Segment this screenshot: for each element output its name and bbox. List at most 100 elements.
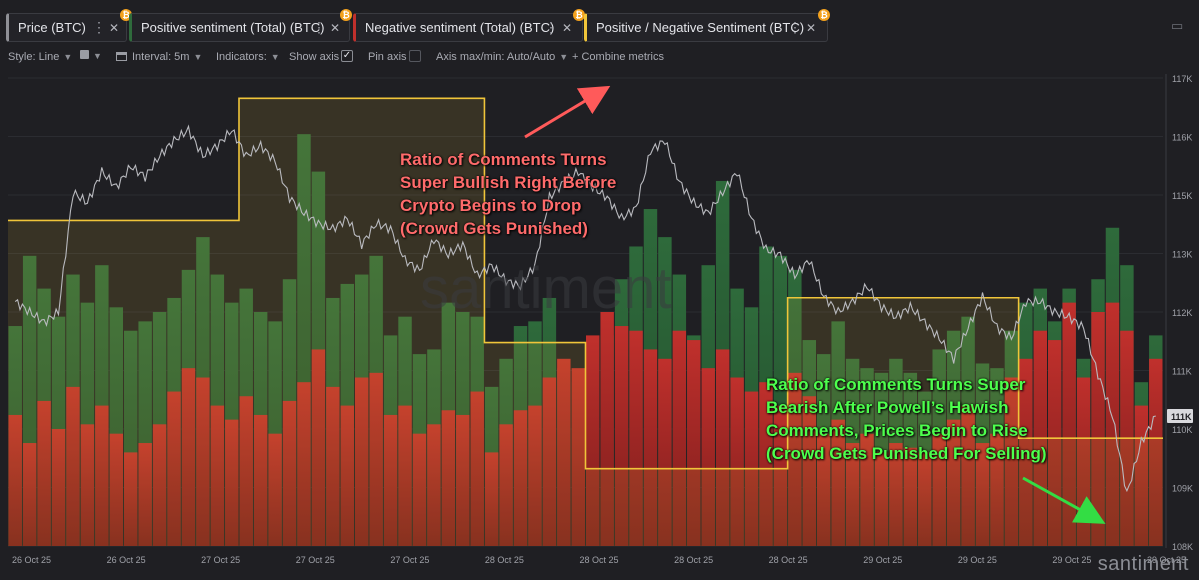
y-tick-label: 113K bbox=[1172, 250, 1192, 260]
y-tick-label: 115K bbox=[1172, 191, 1192, 201]
negative-bar bbox=[817, 433, 831, 546]
y-tick-label: 117K bbox=[1172, 74, 1192, 84]
interval-label: Interval: 5m bbox=[132, 51, 190, 63]
annotation-line: Ratio of Comments Turns bbox=[400, 150, 607, 169]
tab-price-label: Price (BTC) bbox=[18, 20, 86, 35]
combine-metrics-button[interactable]: + Combine metrics bbox=[572, 51, 665, 63]
more-dots-icon[interactable]: ⋮ bbox=[544, 19, 558, 35]
negative-bar bbox=[961, 405, 975, 546]
negative-bar bbox=[253, 414, 268, 546]
negative-bar bbox=[340, 405, 354, 546]
negative-bar bbox=[109, 433, 123, 546]
negative-bar bbox=[268, 433, 282, 546]
negative-bar bbox=[701, 368, 715, 546]
pin-axis-label: Pin axis bbox=[368, 51, 407, 63]
x-tick-label: 28 Oct 25 bbox=[485, 555, 524, 565]
negative-bar bbox=[66, 386, 80, 546]
chevron-down-icon: ▼ bbox=[193, 52, 203, 62]
color-dropdown[interactable]: ▼ bbox=[80, 50, 102, 62]
chevron-down-icon: ▼ bbox=[559, 52, 569, 62]
negative-bar bbox=[1019, 358, 1033, 546]
negative-bar bbox=[499, 424, 513, 546]
negative-bars bbox=[8, 302, 1163, 546]
y-tick-label: 108K bbox=[1172, 542, 1193, 552]
negative-bar bbox=[484, 452, 499, 546]
y-tick-label: 111K bbox=[1172, 367, 1192, 377]
negative-bar bbox=[860, 433, 874, 546]
annotation-bullish: Ratio of Comments Turns Super Bullish Ri… bbox=[400, 148, 660, 240]
y-tick-label: 112K bbox=[1172, 308, 1192, 318]
annotation-arrow-green bbox=[1022, 476, 1106, 524]
x-tick-label: 26 Oct 25 bbox=[12, 555, 51, 565]
close-icon[interactable]: ✕ bbox=[562, 20, 573, 35]
annotation-line: (Crowd Gets Punished) bbox=[400, 219, 588, 238]
negative-bar bbox=[1091, 312, 1105, 546]
tab-price[interactable]: Price (BTC) ⋮ ✕ ₿ bbox=[6, 9, 132, 42]
negative-bar bbox=[946, 419, 961, 546]
negative-bar bbox=[528, 405, 542, 546]
negative-bar bbox=[210, 405, 225, 546]
x-tick-label: 27 Oct 25 bbox=[296, 555, 335, 565]
current-price-badge bbox=[1167, 409, 1193, 423]
negative-bar bbox=[398, 405, 412, 546]
negative-bar bbox=[355, 377, 369, 546]
axis-maxmin-dropdown[interactable]: Axis max/min: Auto/Auto ▼ bbox=[436, 51, 568, 63]
tab-positive-label: Positive sentiment (Total) (BTC) bbox=[141, 20, 325, 35]
negative-bar bbox=[715, 349, 730, 546]
negative-bar bbox=[658, 358, 672, 546]
x-tick-label: 28 Oct 25 bbox=[769, 555, 808, 565]
negative-bar bbox=[282, 400, 297, 546]
santiment-logo: santiment bbox=[1097, 553, 1189, 575]
tab-ratio-sentiment[interactable]: Positive / Negative Sentiment (BTC) ⋮ ✕ … bbox=[584, 9, 830, 42]
negative-bar bbox=[427, 424, 441, 546]
ratio-step-line bbox=[8, 97, 1163, 470]
y-axis: 117K 116K 115K 113K 112K 111K 110K 109K 108K 111K bbox=[1165, 74, 1193, 552]
negative-bar bbox=[138, 443, 152, 546]
more-dots-icon[interactable]: ⋮ bbox=[788, 19, 802, 35]
interval-dropdown[interactable]: Interval: 5m ▼ bbox=[116, 51, 202, 63]
negative-bar bbox=[167, 391, 181, 546]
show-axis-label: Show axis bbox=[289, 51, 340, 63]
negative-bar bbox=[687, 340, 701, 546]
bitcoin-icon: ₿ bbox=[573, 9, 585, 21]
indicators-dropdown[interactable]: Indicators: ▼ bbox=[216, 51, 280, 63]
negative-bar bbox=[22, 443, 37, 546]
negative-bar bbox=[1149, 358, 1163, 546]
annotation-line: Super Bullish Right Before bbox=[400, 173, 617, 192]
negative-bar bbox=[297, 382, 311, 546]
price-series-line bbox=[14, 124, 1156, 493]
style-label: Style: Line bbox=[8, 51, 60, 63]
tab-negative-sentiment[interactable]: Negative sentiment (Total) (BTC) ⋮ ✕ ₿ bbox=[353, 9, 585, 42]
negative-bar bbox=[1062, 302, 1076, 546]
close-icon[interactable]: ✕ bbox=[806, 20, 817, 35]
y-tick-label: 110K bbox=[1172, 425, 1192, 435]
style-dropdown[interactable]: Style: Line ▼ bbox=[8, 51, 72, 63]
negative-bar bbox=[470, 391, 484, 546]
annotation-line: Crypto Begins to Drop bbox=[400, 196, 582, 215]
x-axis: 26 Oct 25 26 Oct 25 27 Oct 25 27 Oct 25 27 O… bbox=[12, 555, 1186, 565]
negative-bar bbox=[124, 452, 138, 546]
checkbox-icon[interactable] bbox=[409, 50, 421, 62]
square-icon bbox=[80, 50, 89, 59]
negative-bar bbox=[672, 330, 687, 546]
tab-positive-sentiment[interactable]: Positive sentiment (Total) (BTC) ⋮ ✕ ₿ bbox=[129, 9, 352, 42]
negative-bar bbox=[643, 349, 658, 546]
close-icon[interactable]: ✕ bbox=[330, 20, 341, 35]
negative-bar bbox=[196, 377, 210, 546]
selection-indicator-icon: ▭ bbox=[1171, 18, 1184, 33]
x-tick-label: 26 Oct 25 bbox=[107, 555, 146, 565]
negative-bar bbox=[614, 326, 629, 546]
close-icon[interactable]: ✕ bbox=[109, 20, 120, 35]
more-dots-icon[interactable]: ⋮ bbox=[92, 19, 106, 35]
more-dots-icon[interactable]: ⋮ bbox=[312, 19, 326, 35]
x-tick-label: 29 Oct 25 bbox=[1052, 555, 1091, 565]
checkbox-icon[interactable]: ✓ bbox=[341, 50, 353, 62]
negative-bar bbox=[51, 429, 66, 546]
negative-bar bbox=[586, 335, 600, 546]
y-tick-label: 116K bbox=[1172, 133, 1192, 143]
x-tick-label: 29 Oct 25 bbox=[863, 555, 902, 565]
annotation-line: Bearish After Powell’s Hawish bbox=[766, 398, 1009, 417]
chevron-down-icon: ▼ bbox=[270, 52, 280, 62]
annotation-line: Ratio of Comments Turns Super bbox=[766, 375, 1026, 394]
chevron-down-icon: ▼ bbox=[93, 51, 102, 61]
